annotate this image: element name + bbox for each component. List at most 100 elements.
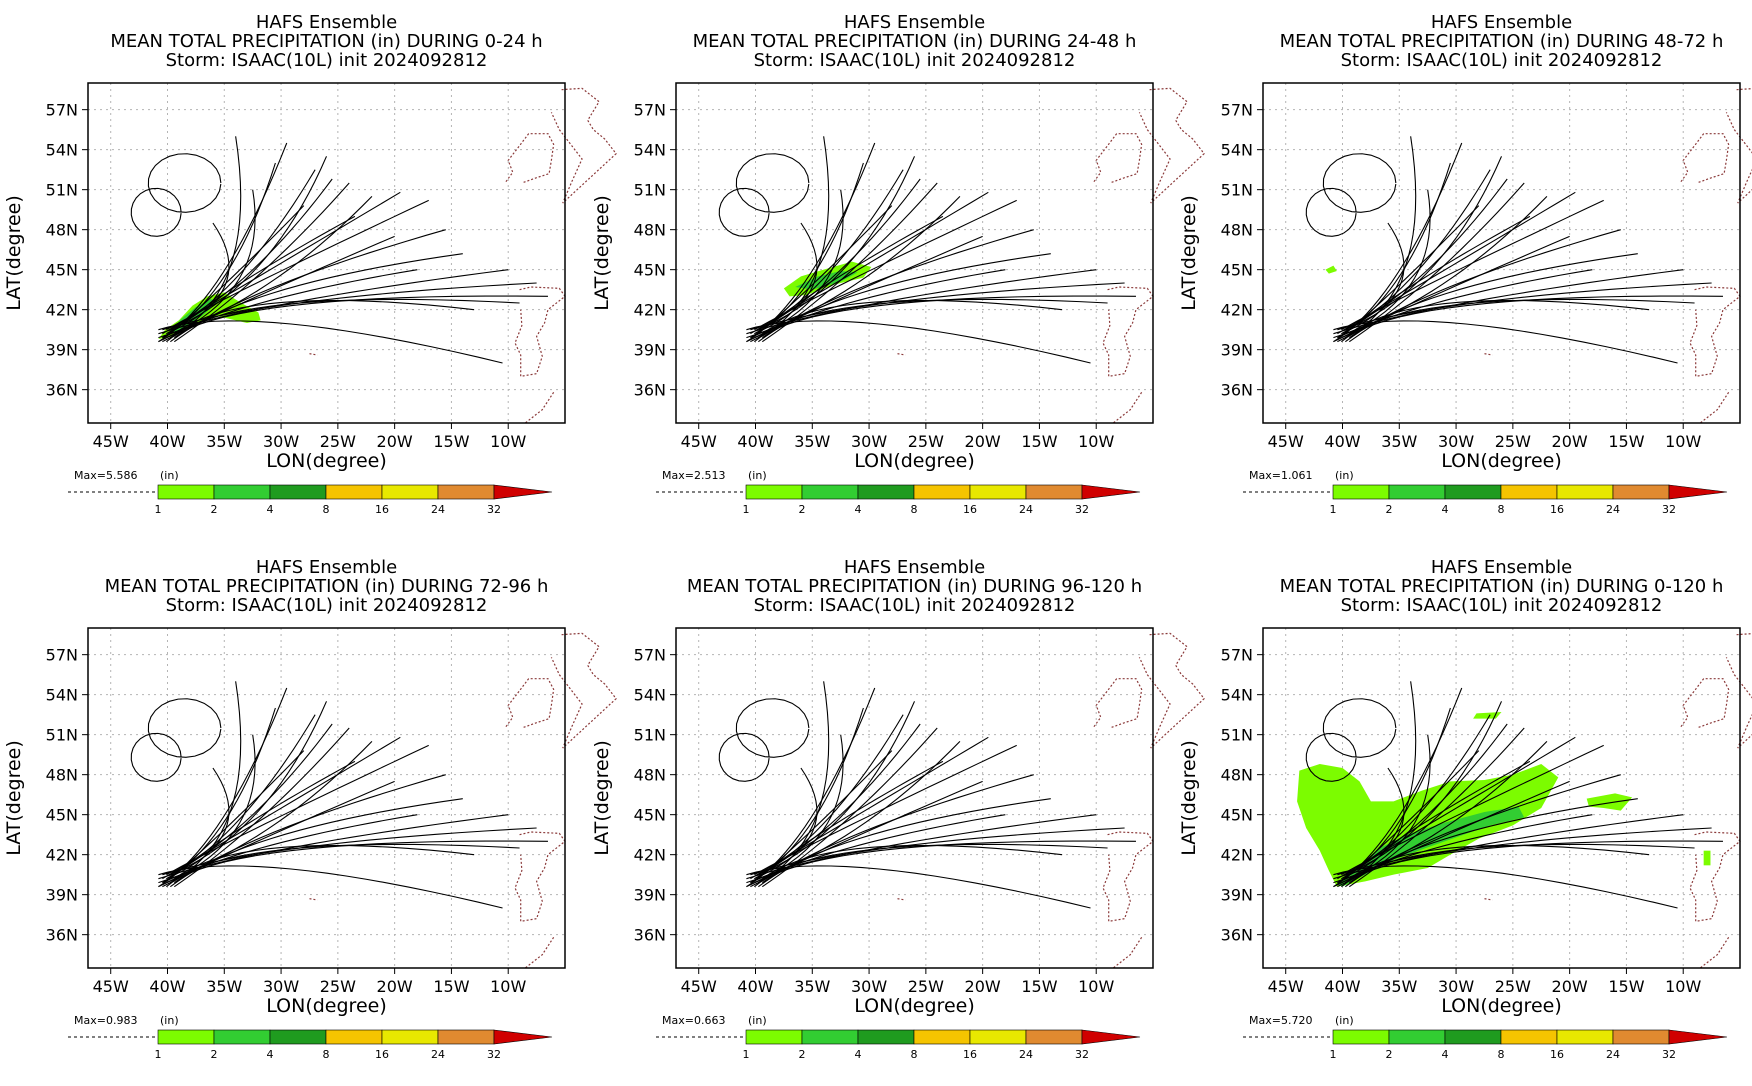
y-tick-label: 57N — [1221, 646, 1253, 665]
ensemble-track — [173, 760, 356, 876]
coastline — [897, 353, 906, 356]
colorbar-label: 32 — [1662, 1048, 1676, 1061]
colorbar-segment — [1025, 484, 1083, 500]
ensemble-track — [761, 760, 944, 876]
panel-title-line2: MEAN TOTAL PRECIPITATION (in) DURING 24-… — [693, 31, 1137, 52]
colorbar-segment — [801, 484, 859, 500]
colorbar-segment — [1556, 1029, 1614, 1045]
colorbar-segment — [1025, 1029, 1083, 1045]
max-label: Max=5.720 — [1249, 1014, 1312, 1027]
ensemble-track — [1337, 814, 1593, 884]
colorbar-segment — [269, 484, 327, 500]
units-label: (in) — [160, 469, 179, 482]
x-tick-label: 45W — [93, 432, 129, 451]
panel-title-line2: MEAN TOTAL PRECIPITATION (in) DURING 0-1… — [1280, 576, 1724, 597]
ensemble-track — [718, 187, 770, 237]
x-tick-label: 20W — [377, 977, 413, 996]
y-tick-label: 45N — [1221, 261, 1253, 280]
colorbar-label: 4 — [267, 503, 274, 516]
plot-area — [676, 628, 1153, 968]
colorbar-label: 4 — [855, 1048, 862, 1061]
y-tick-label: 48N — [634, 221, 666, 240]
ensemble-track — [170, 156, 328, 331]
ensemble-track — [1344, 205, 1480, 335]
colorbar-label: 1 — [155, 1048, 162, 1061]
y-tick-label: 36N — [46, 381, 78, 400]
y-tick-label: 51N — [1221, 181, 1253, 200]
ensemble-track — [130, 187, 182, 237]
x-tick-label: 40W — [149, 432, 185, 451]
y-tick-label: 36N — [634, 381, 666, 400]
colorbar-segment — [1556, 484, 1614, 500]
coastline — [1112, 392, 1143, 424]
y-tick-label: 54N — [634, 686, 666, 705]
y-axis-label: LAT(degree) — [591, 740, 613, 856]
x-tick-label: 30W — [1438, 977, 1474, 996]
x-tick-label: 40W — [1324, 977, 1360, 996]
colorbar-segment — [325, 484, 383, 500]
y-tick-label: 57N — [46, 101, 78, 120]
ensemble-track — [130, 732, 182, 782]
x-tick-label: 25W — [320, 977, 356, 996]
ensemble-track — [1345, 178, 1508, 331]
colorbar-label: 2 — [1386, 503, 1393, 516]
panel-title-line3: Storm: ISAAC(10L) init 2024092812 — [754, 50, 1076, 71]
coastline — [897, 898, 906, 901]
x-tick-label: 20W — [1552, 977, 1588, 996]
ensemble-track — [750, 282, 1125, 331]
panel-title-line2: MEAN TOTAL PRECIPITATION (in) DURING 96-… — [687, 576, 1142, 597]
coastline — [514, 831, 566, 923]
max-label: Max=5.586 — [74, 469, 137, 482]
panel-title-line3: Storm: ISAAC(10L) init 2024092812 — [166, 595, 488, 616]
ensemble-track — [746, 235, 983, 343]
ensemble-track — [1348, 760, 1531, 876]
ensemble-track — [158, 235, 395, 343]
panel-title-line1: HAFS Ensemble — [256, 12, 397, 33]
colorbar-label: 2 — [799, 503, 806, 516]
y-tick-label: 39N — [1221, 341, 1253, 360]
ensemble-track — [718, 732, 770, 782]
ensemble-track — [746, 780, 983, 888]
colorbar-label: 2 — [211, 1048, 218, 1061]
x-axis-label: LON(degree) — [266, 450, 387, 472]
panel-title-line3: Storm: ISAAC(10L) init 2024092812 — [166, 50, 488, 71]
colorbar-segment — [325, 1029, 383, 1045]
y-tick-label: 39N — [634, 886, 666, 905]
ensemble-track — [162, 814, 418, 884]
colorbar-segment — [1388, 484, 1446, 500]
panel-title-line2: MEAN TOTAL PRECIPITATION (in) DURING 0-2… — [110, 31, 542, 52]
coastline — [1689, 286, 1741, 378]
plot-area — [1263, 83, 1740, 423]
units-label: (in) — [160, 1014, 179, 1027]
y-tick-label: 54N — [46, 141, 78, 160]
colorbar-label: 1 — [743, 503, 750, 516]
panel-title-line1: HAFS Ensemble — [256, 557, 397, 578]
x-tick-label: 25W — [1495, 977, 1531, 996]
colorbar-segment — [1612, 484, 1670, 500]
colorbar-segment — [157, 1029, 215, 1045]
precip-area — [1336, 806, 1525, 887]
colorbar-segment — [801, 1029, 859, 1045]
coastline — [1680, 133, 1730, 184]
panel-title-line3: Storm: ISAAC(10L) init 2024092812 — [754, 595, 1076, 616]
y-axis-label: LAT(degree) — [591, 195, 613, 311]
ensemble-track — [754, 840, 1136, 888]
ensemble-track — [1333, 235, 1570, 343]
ensemble-track — [754, 222, 818, 335]
plot-area — [676, 83, 1153, 423]
ensemble-track — [1305, 732, 1357, 782]
x-tick-label: 10W — [1665, 977, 1701, 996]
ensemble-track — [166, 767, 230, 880]
units-label: (in) — [748, 1014, 767, 1027]
colorbar-segment — [381, 484, 439, 500]
plot-frame — [675, 82, 1154, 424]
precip-area — [1586, 793, 1633, 811]
ensemble-track — [147, 698, 222, 758]
ensemble-track — [1349, 844, 1650, 880]
ensemble-track — [158, 780, 395, 888]
ensemble-track — [1341, 189, 1431, 339]
ensemble-track — [1349, 299, 1650, 335]
colorbar-segment — [1444, 1029, 1502, 1045]
